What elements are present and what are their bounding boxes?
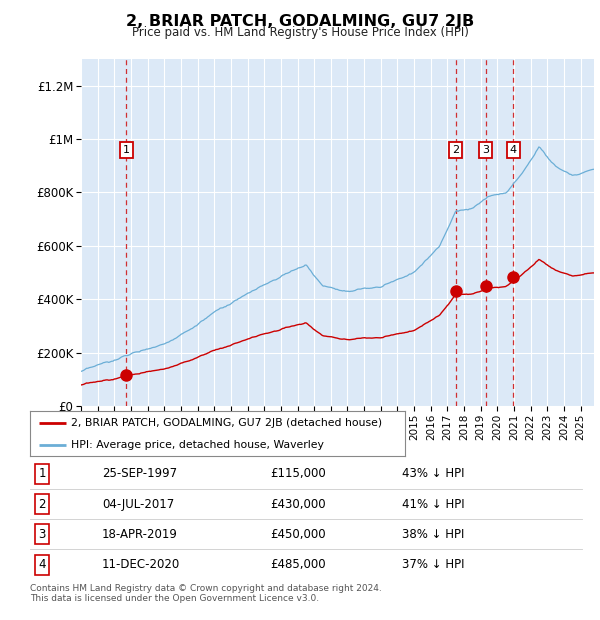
Text: 2: 2 <box>38 498 46 511</box>
Text: 3: 3 <box>38 528 46 541</box>
Text: 11-DEC-2020: 11-DEC-2020 <box>102 558 180 571</box>
Text: £430,000: £430,000 <box>270 498 326 511</box>
Text: Price paid vs. HM Land Registry's House Price Index (HPI): Price paid vs. HM Land Registry's House … <box>131 26 469 39</box>
Text: 3: 3 <box>482 144 489 155</box>
Text: 04-JUL-2017: 04-JUL-2017 <box>102 498 174 511</box>
Text: £115,000: £115,000 <box>270 467 326 481</box>
Text: 25-SEP-1997: 25-SEP-1997 <box>102 467 177 481</box>
Text: 1: 1 <box>38 467 46 481</box>
Text: £450,000: £450,000 <box>270 528 326 541</box>
Text: 2: 2 <box>452 144 460 155</box>
Text: 4: 4 <box>38 558 46 571</box>
Text: 41% ↓ HPI: 41% ↓ HPI <box>402 498 464 511</box>
Text: 2, BRIAR PATCH, GODALMING, GU7 2JB: 2, BRIAR PATCH, GODALMING, GU7 2JB <box>126 14 474 29</box>
Text: Contains HM Land Registry data © Crown copyright and database right 2024.
This d: Contains HM Land Registry data © Crown c… <box>30 584 382 603</box>
Text: HPI: Average price, detached house, Waverley: HPI: Average price, detached house, Wave… <box>71 440 324 450</box>
Text: 38% ↓ HPI: 38% ↓ HPI <box>402 528 464 541</box>
Text: 18-APR-2019: 18-APR-2019 <box>102 528 178 541</box>
Text: 1: 1 <box>123 144 130 155</box>
Text: 2, BRIAR PATCH, GODALMING, GU7 2JB (detached house): 2, BRIAR PATCH, GODALMING, GU7 2JB (deta… <box>71 418 382 428</box>
Text: 4: 4 <box>509 144 517 155</box>
Text: 43% ↓ HPI: 43% ↓ HPI <box>402 467 464 481</box>
Text: 37% ↓ HPI: 37% ↓ HPI <box>402 558 464 571</box>
Text: £485,000: £485,000 <box>270 558 326 571</box>
